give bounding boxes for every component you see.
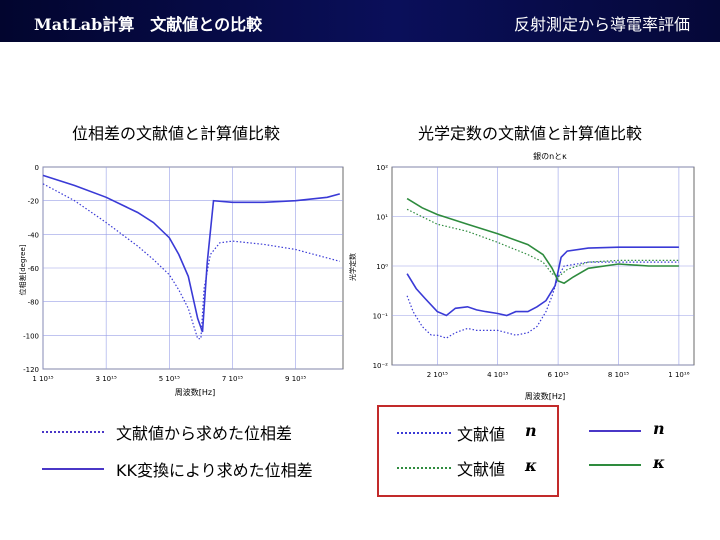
- y-tick-label: 10⁻²: [373, 362, 389, 370]
- legend-dotted-line: [397, 467, 451, 469]
- series-line-3: [406, 246, 679, 317]
- y-tick-label: 10¹: [376, 214, 388, 222]
- y-tick-label: -100: [23, 332, 39, 340]
- legend-dotted-line: [42, 431, 104, 433]
- legend-symbol: κ: [525, 456, 537, 475]
- legend-item-literature-phase: 文献値から求めた位相差: [42, 420, 342, 444]
- legend-label: KK変換により求めた位相差: [116, 461, 313, 480]
- legend-item-kk-phase: KK変換により求めた位相差: [42, 457, 342, 481]
- x-tick-label: 8 10¹⁵: [608, 371, 629, 379]
- optical-constants-chart: 銀のnとκ 2 10¹⁵ 4 10¹⁵ 6 10¹⁵ 8 10¹⁵ 1 10¹⁶ 10² 1…: [345, 145, 717, 405]
- chart-title: 銀のnとκ: [533, 151, 567, 161]
- y-tick-label: -20: [28, 198, 39, 206]
- legend-item-literature-kappa: 文献値 κ: [397, 456, 557, 480]
- legend-solid-line: [42, 468, 104, 470]
- x-tick-label: 9 10¹⁵: [285, 375, 306, 383]
- legend-symbol: κ: [653, 453, 665, 472]
- phase-difference-chart: 1 10¹⁵ 3 10¹⁵ 5 10¹⁵ 7 10¹⁵ 9 10¹⁵ 0 -20 -40 -60…: [15, 155, 350, 400]
- header-right-title: 反射測定から導電率評価: [513, 15, 690, 34]
- x-axis-label: 周波数[Hz]: [525, 391, 565, 401]
- y-tick-label: 10⁰: [376, 263, 388, 271]
- legend-item-literature-n: 文献値 n: [397, 421, 557, 445]
- legend-symbol: n: [653, 419, 665, 438]
- series-line-2: [42, 174, 341, 333]
- left-section-title: 位相差の文献値と計算値比較: [72, 124, 281, 143]
- legend-item-calc-n: n: [589, 419, 679, 443]
- x-axis-label: 周波数[Hz]: [175, 387, 215, 397]
- legend-label: 文献値: [457, 425, 506, 444]
- x-tick-label: 5 10¹⁵: [159, 375, 180, 383]
- legend-label: 文献値から求めた位相差: [116, 424, 293, 443]
- x-tick-label: 7 10¹⁵: [222, 375, 243, 383]
- y-tick-label: 10⁻¹: [373, 313, 389, 321]
- legend-item-calc-kappa: κ: [589, 453, 679, 477]
- right-section-title: 光学定数の文献値と計算値比較: [418, 124, 643, 143]
- literature-legend-box: [377, 405, 559, 497]
- x-tick-label: 1 10¹⁵: [32, 375, 53, 383]
- series-line-2: [406, 208, 679, 278]
- legend-label: 文献値: [457, 460, 506, 479]
- legend-symbol: n: [525, 421, 537, 440]
- y-tick-label: -60: [28, 265, 39, 273]
- x-tick-label: 2 10¹⁵: [427, 371, 448, 379]
- y-tick-label: -40: [28, 231, 39, 239]
- y-tick-label: -120: [23, 366, 39, 374]
- y-tick-label: -80: [28, 299, 39, 307]
- y-axis-label: 位相差[degree]: [18, 244, 27, 295]
- header-bar: MatLab計算 文献値との比較 反射測定から導電率評価: [0, 0, 720, 42]
- x-tick-label: 6 10¹⁵: [547, 371, 568, 379]
- y-tick-label: 10²: [376, 164, 388, 172]
- legend-solid-line: [589, 464, 641, 466]
- x-tick-label: 4 10¹⁵: [487, 371, 508, 379]
- y-axis-label: 光学定数: [348, 253, 357, 281]
- legend-solid-line: [589, 430, 641, 432]
- x-tick-label: 3 10¹⁵: [96, 375, 117, 383]
- header-left-title: MatLab計算 文献値との比較: [34, 15, 263, 34]
- x-tick-label: 1 10¹⁶: [668, 371, 689, 379]
- series-line-4: [406, 197, 679, 285]
- y-tick-label: 0: [35, 164, 39, 172]
- legend-dotted-line: [397, 432, 451, 434]
